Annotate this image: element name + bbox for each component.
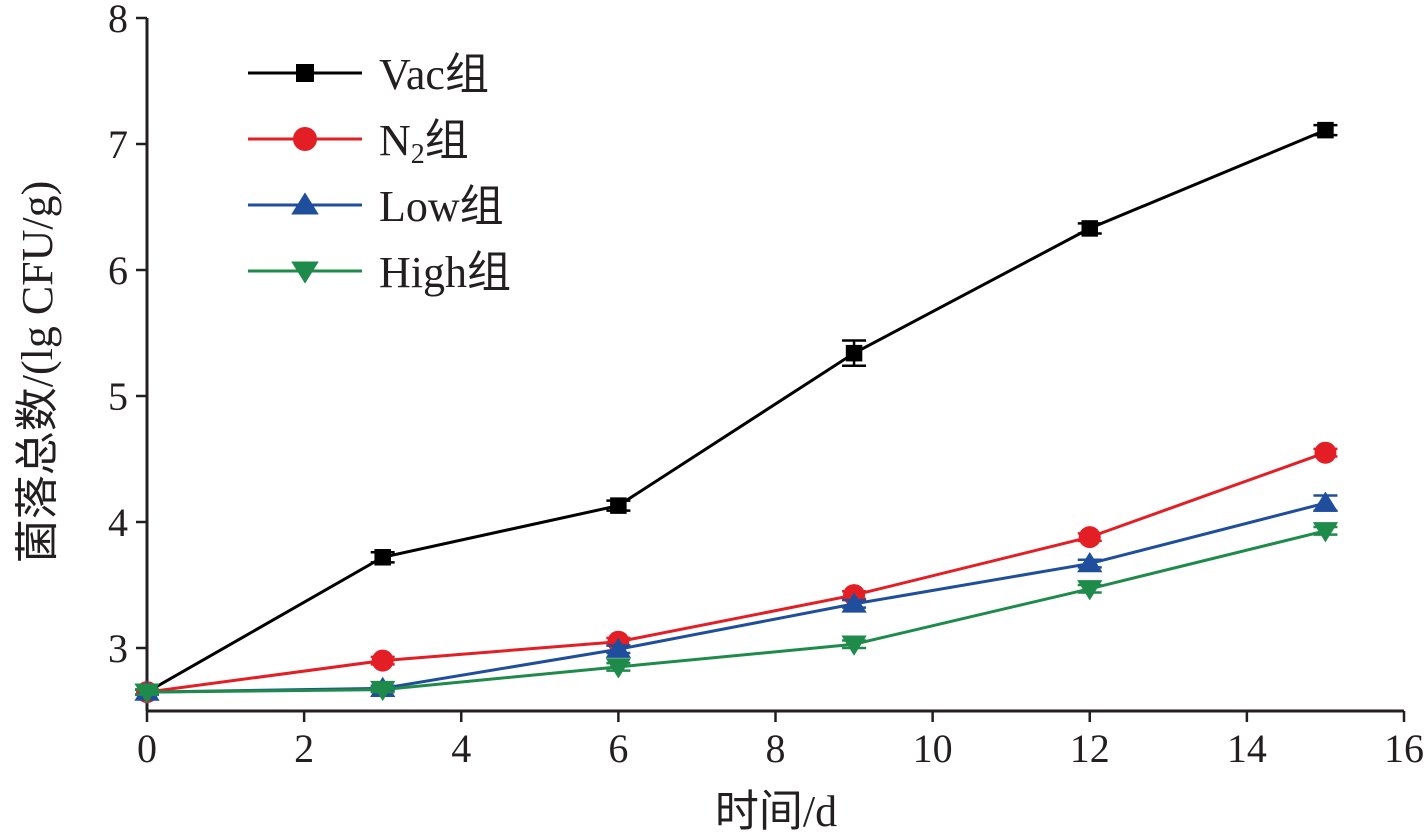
series-line — [146, 529, 1326, 694]
x-tick-label: 4 — [451, 726, 471, 771]
data-point — [134, 683, 160, 704]
legend-item-2: Low组 — [248, 182, 504, 231]
data-point — [374, 549, 391, 566]
legend-marker — [291, 261, 319, 284]
series-line — [146, 451, 1326, 694]
x-tick-label: 2 — [294, 726, 314, 771]
x-tick-label: 16 — [1384, 726, 1424, 771]
legend: Vac组 N2组 Low组 High组 — [248, 50, 511, 297]
series-line — [146, 501, 1326, 694]
data-point — [841, 635, 867, 656]
data-point — [605, 637, 632, 658]
data-point — [1077, 552, 1103, 573]
data-point — [841, 592, 867, 613]
data-point — [371, 649, 394, 672]
x-tick-label: 10 — [913, 726, 953, 771]
series-0 — [135, 121, 1338, 701]
y-tick-label: 3 — [108, 626, 128, 671]
data-point — [845, 344, 863, 362]
data-point — [1077, 580, 1103, 601]
y-axis-title: 菌落总数/(lg CFU/g) — [13, 181, 62, 564]
y-tick-label: 5 — [108, 374, 128, 419]
legend-label: Vac组 — [379, 50, 489, 99]
x-tick-label: 6 — [608, 726, 628, 771]
legend-marker — [293, 127, 317, 151]
legend-label: Low组 — [379, 182, 504, 231]
x-tick-label: 12 — [1070, 726, 1110, 771]
legend-item-3: High组 — [248, 248, 511, 297]
series-3 — [134, 522, 1339, 704]
data-point — [1078, 526, 1101, 549]
data-point — [370, 680, 396, 702]
x-tick-label: 14 — [1227, 726, 1267, 771]
x-tick-label: 0 — [137, 726, 157, 771]
series-line — [146, 128, 1327, 694]
y-tick-label: 8 — [108, 0, 128, 41]
y-tick-label: 7 — [108, 122, 128, 167]
legend-label: High组 — [379, 248, 511, 297]
x-tick-label: 8 — [766, 726, 786, 771]
x-axis-title: 时间/d — [715, 787, 837, 836]
legend-label: N2组 — [379, 116, 469, 170]
axes: 0 2 4 6 8 10 12 14 16 3 4 5 6 7 8 — [108, 0, 1424, 771]
data-point — [1314, 441, 1337, 464]
data-point — [1312, 491, 1339, 512]
legend-marker — [291, 192, 319, 215]
data-point — [1081, 220, 1098, 237]
data-point — [605, 658, 632, 679]
data-point — [610, 497, 627, 514]
series-group — [134, 121, 1339, 704]
legend-item-0: Vac组 — [248, 50, 489, 99]
y-tick-label: 6 — [108, 248, 128, 293]
data-point — [1312, 522, 1339, 543]
legend-item-1: N2组 — [248, 116, 469, 170]
legend-marker — [296, 64, 314, 82]
data-point — [1317, 121, 1334, 139]
y-tick-label: 4 — [108, 500, 128, 545]
